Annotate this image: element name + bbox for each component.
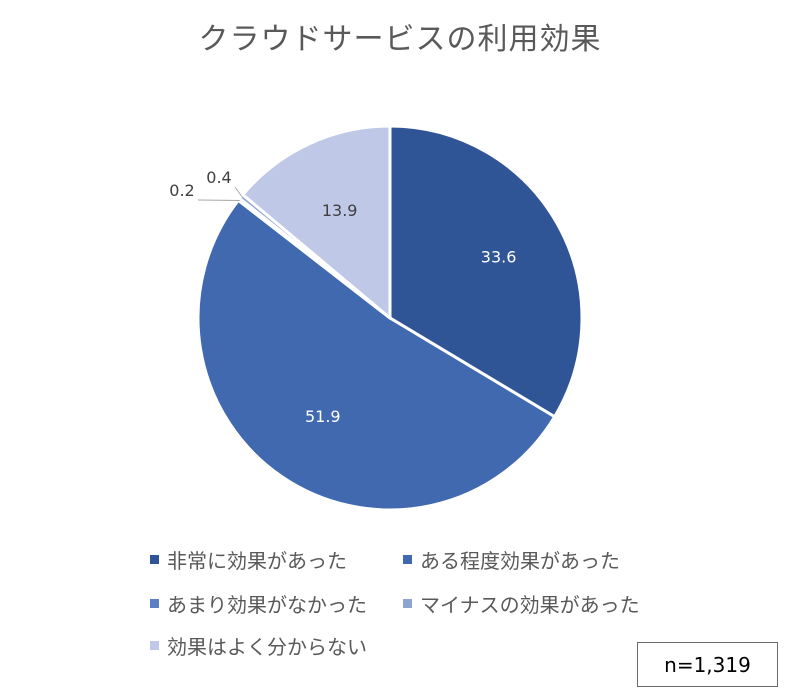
legend-item: ある程度効果があった (403, 545, 620, 574)
pie-slice (388, 124, 584, 419)
data-label: 51.9 (305, 407, 341, 426)
legend-item: あまり効果がなかった (150, 589, 367, 618)
legend-label: 非常に効果があった (167, 549, 347, 573)
legend-swatch (403, 555, 412, 564)
legend-item: 効果はよく分からない (150, 631, 367, 660)
pie-slice (196, 198, 557, 512)
legend-swatch (150, 555, 159, 564)
legend-label: 効果はよく分からない (167, 635, 367, 659)
legend-item: 非常に効果があった (150, 545, 347, 574)
data-label: 0.2 (169, 181, 194, 200)
legend-item: マイナスの効果があった (403, 589, 640, 618)
legend-swatch (150, 641, 159, 650)
legend-label: ある程度効果があった (420, 549, 620, 573)
data-label: 33.6 (481, 248, 517, 267)
legend-label: マイナスの効果があった (420, 593, 640, 617)
chart-title: クラウドサービスの利用効果 (198, 22, 602, 57)
leader-line (197, 199, 241, 202)
sample-size-box: n=1,319 (637, 642, 778, 687)
data-label: 13.9 (322, 201, 358, 220)
legend-swatch (150, 599, 159, 608)
legend-label: あまり効果がなかった (167, 593, 367, 617)
legend-swatch (403, 599, 412, 608)
data-label: 0.4 (206, 168, 231, 187)
leader-line (234, 186, 244, 199)
pie-chart: 33.6 51.9 0.2 0.4 13.9 (169, 124, 584, 512)
pie-slice (241, 124, 392, 320)
